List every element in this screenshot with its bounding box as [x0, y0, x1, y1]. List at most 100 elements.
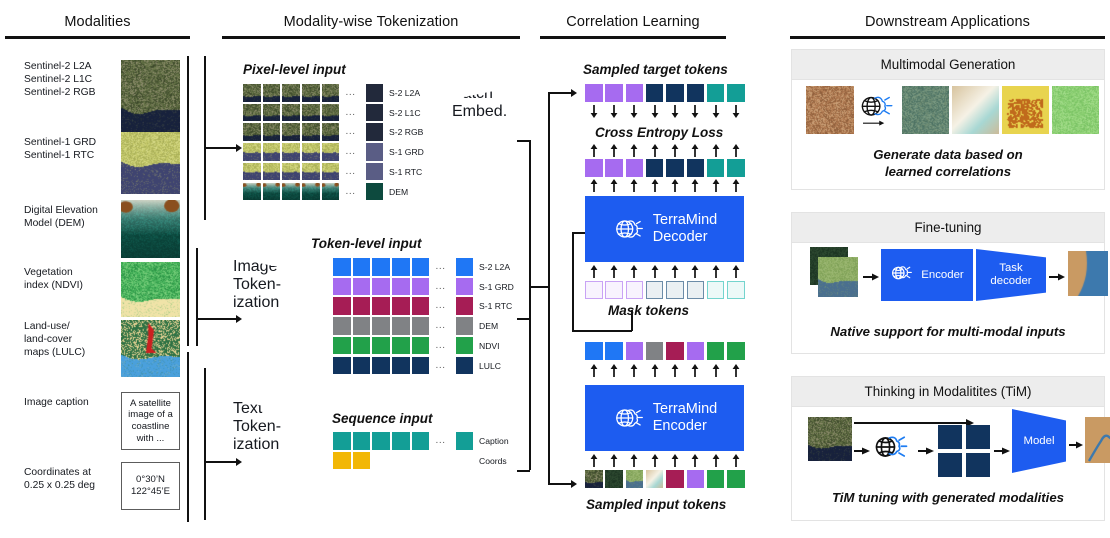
arrow-line-pixel	[204, 147, 238, 149]
target-token-cell	[727, 84, 745, 102]
token-row-ellipsis-1: ...	[435, 280, 446, 292]
sequence-token-cell	[352, 432, 371, 450]
arrow-up-decoder-out	[712, 179, 720, 192]
pixel-patch	[321, 162, 340, 181]
pixel-patch	[282, 84, 300, 102]
modality-textbox-caption: A satellite image of a coastline with ..…	[121, 392, 180, 450]
column-title-modalities: Modalities	[64, 14, 131, 30]
split-line-up	[548, 92, 550, 287]
predicted-token-cell	[666, 159, 684, 177]
column-title-correlation: Correlation Learning	[566, 14, 700, 30]
token-legend-swatch-5	[455, 356, 473, 374]
pixel-patch	[302, 143, 320, 161]
encoder-output-token-cell	[727, 342, 745, 360]
terramind-decoder-block: TerraMind Decoder	[585, 196, 744, 262]
mask-token-cell	[666, 281, 684, 299]
arrow-up-decoder-out	[610, 179, 618, 192]
mask-token-cell	[706, 281, 725, 299]
token-legend-label-1: S-1 GRD	[479, 281, 514, 292]
pixel-row-ellipsis-3: ...	[345, 146, 356, 158]
feedback-line-right	[631, 310, 633, 331]
token-legend-label-4: NDVI	[479, 340, 500, 351]
modality-group-line-image	[187, 56, 189, 346]
fine-tuning-encoder-block: Encoder	[881, 249, 973, 301]
modality-label-s1: Sentinel-1 GRD Sentinel-1 RTC	[24, 137, 97, 162]
pixel-legend-label-1: S-2 L1C	[389, 107, 421, 118]
arrow-up-mask-to-decoder	[630, 265, 638, 278]
token-cell	[372, 277, 390, 296]
arrow-down-to-loss	[590, 105, 598, 118]
encoder-output-token-cell	[706, 342, 725, 360]
pixel-row-ellipsis-0: ...	[345, 87, 356, 98]
pixel-patch	[302, 103, 320, 122]
token-cell	[411, 356, 430, 374]
token-cell	[411, 258, 430, 276]
arrow-up-to-loss	[630, 144, 638, 157]
modality-group-line-text	[187, 352, 189, 522]
target-token-cell	[666, 84, 684, 102]
split-arrow-input	[548, 483, 573, 485]
pixel-patch	[262, 162, 281, 181]
predicted-token-cell	[585, 159, 603, 177]
sampled-input-token-cell	[605, 470, 623, 488]
token-cell	[333, 277, 351, 296]
modality-label-dem: Digital Elevation Model (DEM)	[24, 205, 98, 230]
pixel-patch	[302, 182, 320, 200]
mask-token-cell	[625, 281, 644, 299]
pixel-patch	[302, 84, 320, 102]
token-cell	[352, 317, 371, 335]
card-multimodal-generation[interactable]: Multimodal Generation Generate data base…	[791, 49, 1105, 190]
token-row-ellipsis-5: ...	[435, 359, 446, 371]
token-cell	[392, 277, 410, 296]
fine-tuning-task-decoder-block: Task decoder	[976, 249, 1046, 301]
predicted-token-cell	[686, 159, 704, 177]
text-tokenization-label: Text Token- ization	[233, 400, 282, 453]
split-arrow-target	[548, 92, 573, 94]
sampled-input-token-cell	[686, 470, 704, 488]
sampled-input-token-cell	[645, 470, 664, 488]
token-level-title: Token-level input	[311, 236, 422, 251]
pixel-legend-label-0: S-2 L2A	[389, 88, 421, 98]
modality-label-coords: Coordinates at 0.25 x 0.25 deg	[24, 467, 95, 492]
card-thinking-in-modalities[interactable]: Thinking in Modalitites (TiM) Model TiM …	[791, 376, 1110, 521]
pixel-legend-swatch-4	[365, 162, 383, 181]
split-arrow-head-target	[571, 89, 577, 97]
sampled-input-token-cell	[585, 470, 603, 488]
encoder-output-token-cell	[666, 342, 684, 360]
image-tokenization-module: Image Token- ization	[233, 258, 306, 378]
predicted-token-cell	[706, 159, 725, 177]
merge-bracket-vertical	[529, 140, 531, 470]
arrow-up-encoder-out	[732, 364, 740, 377]
token-cell	[411, 297, 430, 315]
arrow-up-input-to-encoder	[610, 454, 618, 467]
token-row-ellipsis-3: ...	[435, 320, 446, 332]
feedback-line-left	[572, 232, 574, 331]
card-fine-tuning[interactable]: Fine-tuning Encoder Task decoder Native s…	[791, 212, 1108, 354]
arrow-down-to-loss	[630, 105, 638, 118]
fine-tuning-input-thumb-front	[818, 257, 858, 297]
pixel-patch	[321, 84, 340, 102]
arrow-up-decoder-out	[732, 179, 740, 192]
arrow-up-to-loss	[590, 144, 598, 157]
pixel-row-ellipsis-2: ...	[345, 126, 356, 138]
arrow-up-input-to-encoder	[590, 454, 598, 467]
card-title-multimodal-generation: Multimodal Generation	[792, 50, 1104, 80]
token-cell	[352, 277, 371, 296]
generation-source-thumbnail	[806, 86, 854, 134]
bracket-pixel-level	[204, 56, 206, 220]
arrow-line-sequence	[204, 461, 238, 463]
token-cell	[352, 336, 371, 355]
arrow-line-token	[196, 318, 238, 320]
card-caption-multimodal-generation: Generate data based on learned correlati…	[873, 147, 1023, 179]
arrow-up-decoder-out	[630, 179, 638, 192]
mask-token-cell	[605, 281, 623, 299]
pixel-legend-swatch-3	[365, 143, 383, 161]
sequence-token-cell	[333, 432, 351, 450]
arrow-down-to-loss	[610, 105, 618, 118]
pixel-patch	[262, 84, 281, 102]
token-cell	[411, 277, 430, 296]
pixel-legend-label-4: S-1 RTC	[389, 166, 423, 177]
encoder-output-token-cell	[686, 342, 704, 360]
pixel-patch	[243, 162, 261, 181]
token-cell	[411, 317, 430, 335]
